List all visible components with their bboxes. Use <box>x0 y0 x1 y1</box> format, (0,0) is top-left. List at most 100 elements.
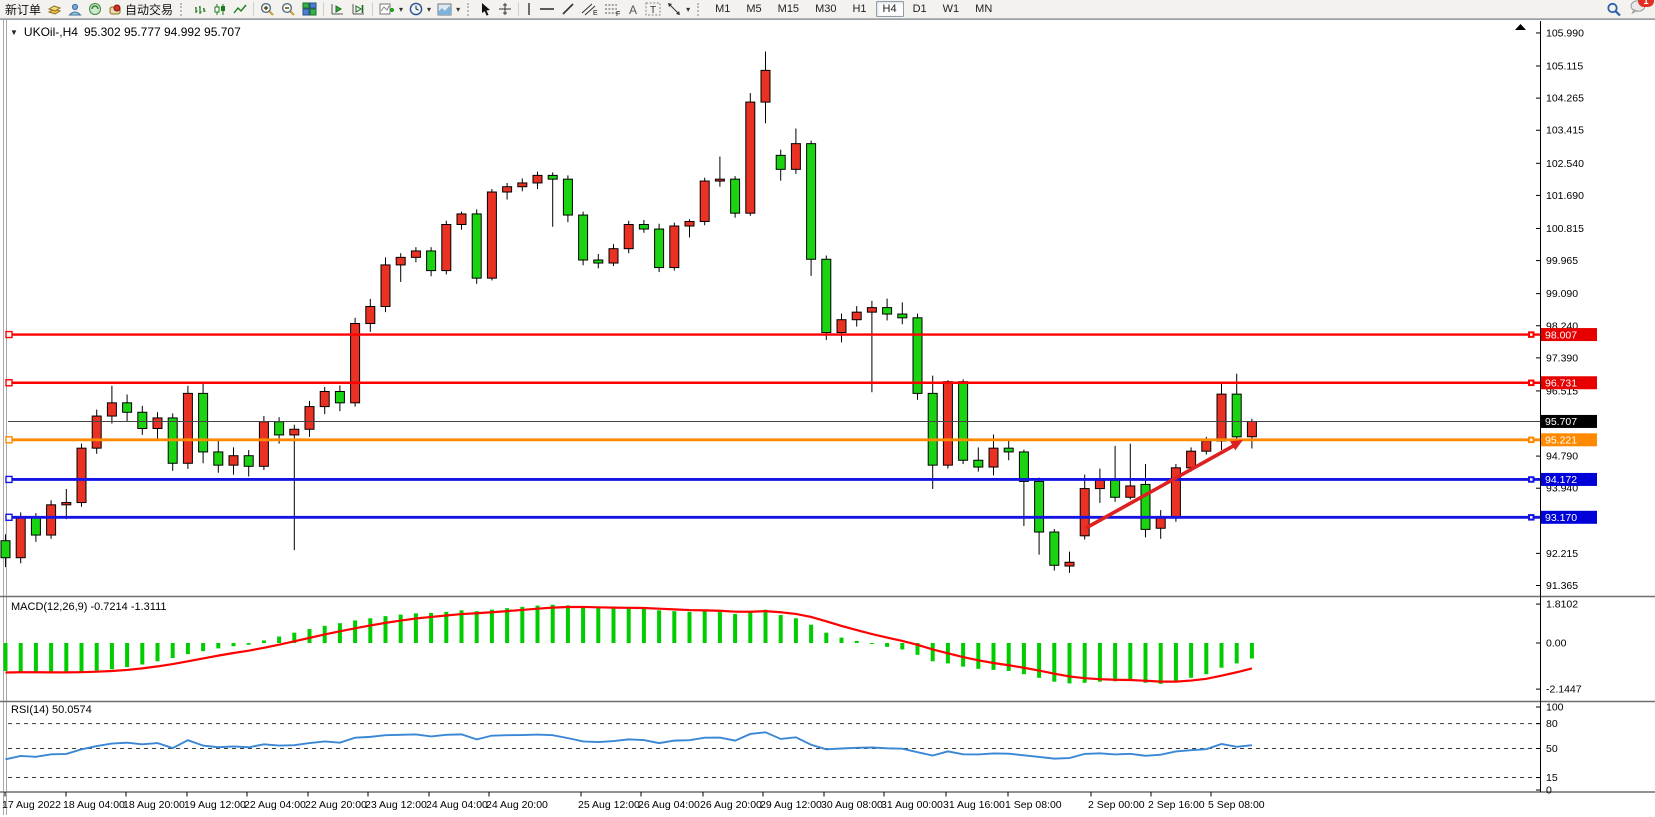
add-indicator-button[interactable]: ▾ <box>376 1 406 18</box>
svg-text:F: F <box>616 11 620 16</box>
time-axis-label: 2 Sep 16:00 <box>1148 799 1205 811</box>
candle <box>912 313 923 400</box>
tile-windows-icon <box>302 2 317 16</box>
hline-93.17[interactable] <box>5 513 1540 521</box>
fibonacci-button[interactable]: F <box>601 1 624 18</box>
timeframe-m15-button[interactable]: M15 <box>777 3 800 15</box>
chart-shift-button[interactable] <box>348 1 369 18</box>
hline-96.731[interactable] <box>5 379 1540 387</box>
candle-body <box>410 250 421 258</box>
new-order-button[interactable]: 新订单 <box>2 1 44 18</box>
cursor-button[interactable] <box>477 1 495 18</box>
macd-histogram-bar <box>216 643 221 649</box>
auto-scroll-button[interactable] <box>327 1 348 18</box>
hline-right-handle-dot <box>1530 438 1533 442</box>
macd-signal-line <box>5 605 1253 683</box>
candle-chart-button[interactable] <box>210 1 230 18</box>
market-watch-button[interactable] <box>44 1 65 18</box>
candle <box>137 405 148 435</box>
candle-body <box>486 191 497 279</box>
timeframe-mn-button[interactable]: MN <box>975 3 993 15</box>
tile-windows-button[interactable] <box>299 1 320 18</box>
candle <box>593 253 604 269</box>
scale-fix-marker-icon[interactable] <box>1515 24 1526 30</box>
price-axis[interactable]: 105.990 105.115 104.265 103.415 102.540 101.6… <box>1536 21 1597 792</box>
navigator-button[interactable] <box>65 1 85 18</box>
toolbar-grip[interactable] <box>467 2 473 16</box>
candle <box>1170 464 1181 522</box>
autotrading-button[interactable]: 自动交易 <box>105 1 176 18</box>
price-tag-text: 93.170 <box>1545 512 1577 524</box>
macd-histogram-bar <box>1006 643 1011 671</box>
trendline-button[interactable] <box>558 1 578 18</box>
macd-histogram-bar <box>930 643 935 662</box>
candle-body <box>1186 450 1197 469</box>
price-tag-93.170: 93.170 <box>1541 510 1597 524</box>
templates-button[interactable]: ▾ <box>434 1 463 18</box>
time-axis-label: 18 Aug 04:00 <box>63 799 125 811</box>
candle-body <box>1231 393 1242 438</box>
notifications-button[interactable]: 1 <box>1630 0 1654 19</box>
candle-body <box>882 307 893 315</box>
candle-body <box>714 178 725 182</box>
toolbar-grip[interactable] <box>697 2 703 16</box>
toolbar-grip[interactable] <box>180 2 186 16</box>
text-button[interactable]: A <box>624 1 642 18</box>
candle-body <box>562 178 573 216</box>
hline-95.221[interactable] <box>5 436 1540 444</box>
candle <box>882 298 893 321</box>
timeframe-m5-button[interactable]: M5 <box>746 3 762 15</box>
hline-98.007[interactable] <box>5 330 1540 339</box>
crosshair-button[interactable] <box>495 1 515 18</box>
macd-histogram-bar <box>535 605 540 643</box>
candle-body <box>638 224 649 230</box>
candle-body <box>532 174 543 184</box>
search-icon[interactable] <box>1606 2 1622 17</box>
zoom-out-button[interactable] <box>278 1 299 18</box>
candle <box>942 380 953 469</box>
signals-button[interactable] <box>85 1 105 18</box>
zoom-in-button[interactable] <box>257 1 278 18</box>
timeframe-m1-button[interactable]: M1 <box>715 3 731 15</box>
vertical-line-button[interactable] <box>522 1 536 18</box>
autotrading-label: 自动交易 <box>125 2 174 17</box>
line-chart-button[interactable] <box>230 1 250 18</box>
candle-body <box>15 517 26 559</box>
timeframe-h4-button[interactable]: H4 <box>875 1 904 17</box>
macd-histogram-bar <box>793 618 798 643</box>
timeframe-m30-button[interactable]: M30 <box>815 3 837 15</box>
hline-left-handle[interactable] <box>5 475 13 484</box>
timeframe-d1-button[interactable]: D1 <box>912 3 927 15</box>
bar-chart-button[interactable] <box>190 1 210 18</box>
candle <box>182 385 193 469</box>
hline-right-handle-dot <box>1530 478 1533 481</box>
hline-left-handle[interactable] <box>5 436 13 444</box>
hline-left-handle[interactable] <box>5 379 13 387</box>
hline-94.172[interactable] <box>5 475 1540 484</box>
macd-histogram-bar <box>1021 643 1026 675</box>
vertical-line-icon <box>525 2 533 16</box>
candle-body <box>1246 420 1257 438</box>
candle <box>897 302 908 325</box>
candle-body <box>912 317 923 394</box>
time-axis-label: 22 Aug 04:00 <box>244 799 306 811</box>
text-label-button[interactable]: T <box>642 1 664 18</box>
hline-left-handle[interactable] <box>5 330 13 339</box>
price-tag-95.707: 95.707 <box>1541 414 1597 428</box>
candle-body <box>395 256 406 266</box>
arrows-button[interactable]: ▾ <box>664 1 693 18</box>
horizontal-line-button[interactable] <box>536 1 558 18</box>
channel-button[interactable]: E <box>578 1 601 18</box>
new-order-label: 新订单 <box>5 2 42 17</box>
macd-histogram-bar <box>64 643 69 673</box>
trend-arrow[interactable] <box>1085 440 1243 530</box>
collapse-ohlc-icon[interactable]: ▼ <box>10 27 18 37</box>
timeframe-w1-button[interactable]: W1 <box>942 3 960 15</box>
timeframe-h1-button[interactable]: H1 <box>852 3 867 15</box>
hline-left-handle[interactable] <box>5 513 13 521</box>
candle-body <box>699 180 710 222</box>
candle-body <box>319 390 330 408</box>
periods-button[interactable]: ▾ <box>406 1 434 18</box>
